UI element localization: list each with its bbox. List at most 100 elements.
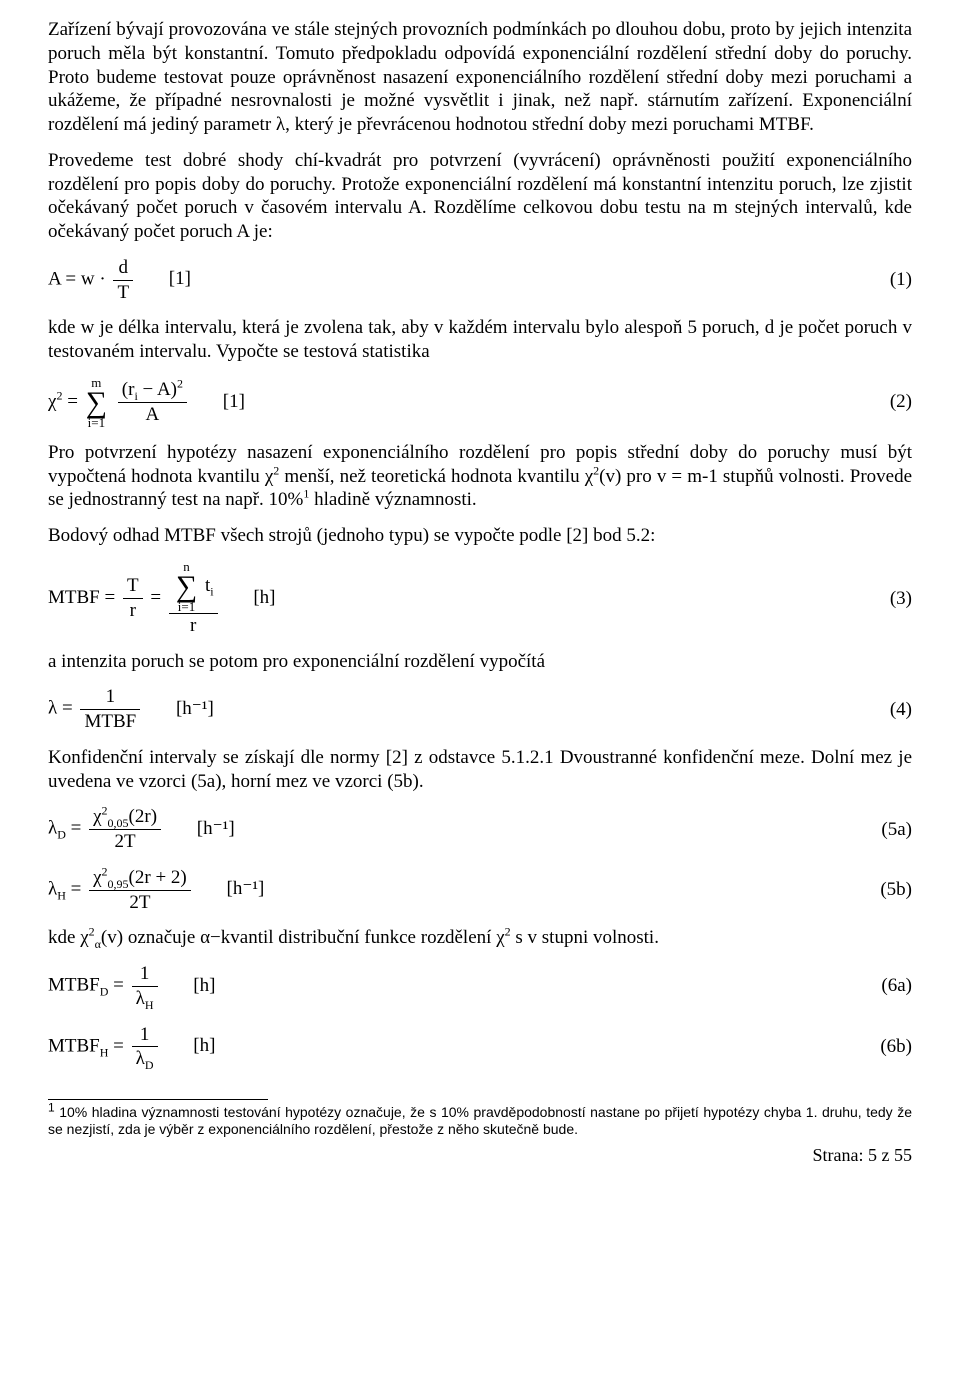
sigma-icon: ∑ (176, 573, 197, 600)
eq3-label: (3) (890, 587, 912, 611)
eq6b-unit: [h] (193, 1035, 215, 1056)
equation-4: λ = 1 MTBF [h⁻¹] (4) (48, 685, 912, 734)
eq6b-den-sub: D (145, 1058, 154, 1072)
eq5b-eq: = (71, 878, 86, 899)
eq4-unit: [h⁻¹] (176, 698, 214, 719)
equation-6a: MTBFD = 1 λH [h] (6a) (48, 962, 912, 1011)
eq6a-lhs-sub: D (100, 984, 109, 998)
eq6a-lhs-pre: MTBF (48, 975, 100, 996)
equation-1: A = w · d T [1] (1) (48, 256, 912, 305)
eq6a-unit: [h] (193, 975, 215, 996)
equation-5a: λD = χ20,05(2r) 2T [h⁻¹] (5a) (48, 805, 912, 854)
eq3-sum: n ∑ i=1 (176, 560, 197, 613)
eq5a-eq: = (71, 818, 86, 839)
footnote-divider (48, 1099, 268, 1100)
eq6b-lhs-sub: H (100, 1045, 109, 1059)
eq6b-den-pre: λ (136, 1048, 145, 1069)
footnote-ref-1: 1 (303, 487, 309, 501)
paragraph-3: kde w je délka intervalu, která je zvole… (48, 316, 912, 364)
eq3-frac1: T r (123, 574, 143, 623)
eq4-label: (4) (890, 698, 912, 722)
eq2-frac: (ri − A)2 A (118, 378, 187, 427)
eq3-f1-num: T (123, 574, 143, 598)
paragraph-4: Pro potvrzení hypotézy nasazení exponenc… (48, 441, 912, 512)
eq2-num-r: − A) (138, 379, 177, 400)
eq6a-frac: 1 λH (132, 962, 158, 1011)
p8b: označuje α−kvantil distribuční funkce ro… (128, 927, 496, 948)
eq6b-frac: 1 λD (132, 1023, 158, 1072)
eq1-label: (1) (890, 268, 912, 292)
p8c: s v stupni volnosti. (515, 927, 659, 948)
paragraph-5: Bodový odhad MTBF všech strojů (jednoho … (48, 524, 912, 548)
page: Zařízení bývají provozována ve stále ste… (0, 0, 960, 1398)
eq6b-num: 1 (132, 1023, 158, 1047)
equation-2: χ2 = m ∑ i=1 (ri − A)2 A [1] (2) (48, 376, 912, 429)
inline-chi2v: χ (585, 466, 593, 487)
eq2-num-l: (r (122, 379, 135, 400)
eq6a-label: (6a) (881, 974, 912, 998)
footnote-1: 1 10% hladina významnosti testování hypo… (48, 1104, 912, 1138)
p4d: hladině významnosti. (314, 489, 477, 510)
eq5a-num-post: (2r) (129, 806, 157, 827)
eq5b-lhs-pre: λ (48, 878, 57, 899)
eq6a-den-pre: λ (136, 988, 145, 1009)
inline-chi2a-post: (v) (101, 927, 123, 948)
eq2-label: (2) (890, 390, 912, 414)
eq5b-unit: [h⁻¹] (227, 878, 265, 899)
eq6b-lhs-pre: MTBF (48, 1035, 100, 1056)
paragraph-1: Zařízení bývají provozována ve stále ste… (48, 18, 912, 137)
eq3-unit: [h] (253, 587, 275, 608)
eq1-lhs: A = w · (48, 268, 106, 289)
eq4-den: MTBF (80, 709, 140, 734)
eq5a-label: (5a) (881, 818, 912, 842)
eq2-sum: m ∑ i=1 (86, 376, 107, 429)
eq5a-frac: χ20,05(2r) 2T (89, 805, 161, 854)
inline-chi2s-sup: 2 (505, 925, 511, 939)
footnote-text: 10% hladina významnosti testování hypoté… (48, 1104, 912, 1137)
eq2-num-sup: 2 (177, 377, 183, 391)
eq6a-eq: = (113, 975, 128, 996)
eq3-lhs: MTBF = (48, 587, 120, 608)
eq3-sum-bot: i=1 (176, 600, 197, 613)
page-number: Strana: 5 z 55 (48, 1144, 912, 1167)
eq2-den: A (118, 402, 187, 427)
eq1-unit: [1] (169, 268, 191, 289)
eq3-mid: = (150, 587, 165, 608)
eq1-den: T (113, 280, 133, 305)
eq5a-den: 2T (89, 829, 161, 854)
equation-3: MTBF = T r = n ∑ i=1 ti r [h] (3) (48, 560, 912, 638)
eq5a-num-sub: 0,05 (108, 816, 129, 830)
eq5a-lhs-sub: D (57, 828, 66, 842)
inline-chi2a: χ (80, 927, 88, 948)
eq2-chi-sup: 2 (56, 388, 62, 402)
paragraph-8: kde χ2α(v) označuje α−kvantil distribučn… (48, 926, 912, 950)
eq5a-lhs-pre: λ (48, 818, 57, 839)
eq3-frac2: n ∑ i=1 ti r (169, 560, 218, 638)
eq5b-lhs-sub: H (57, 888, 66, 902)
paragraph-7: Konfidenční intervaly se získají dle nor… (48, 746, 912, 794)
eq6a-den-sub: H (145, 998, 154, 1012)
eq3-f1-den: r (123, 598, 143, 623)
eq2-eq: = (67, 391, 82, 412)
inline-chi2s: χ (496, 927, 504, 948)
eq6b-label: (6b) (880, 1035, 912, 1059)
eq3-f2-den: r (169, 613, 218, 638)
eq1-num: d (113, 256, 133, 280)
eq4-frac: 1 MTBF (80, 685, 140, 734)
eq4-lhs: λ = (48, 698, 77, 719)
inline-chi2-sup: 2 (273, 463, 279, 477)
paragraph-6: a intenzita poruch se potom pro exponenc… (48, 650, 912, 674)
eq5b-frac: χ20,95(2r + 2) 2T (89, 866, 191, 915)
eq6a-num: 1 (132, 962, 158, 986)
p8a: kde (48, 927, 80, 948)
sigma-icon: ∑ (86, 389, 107, 416)
eq2-sum-bot: i=1 (86, 416, 107, 429)
eq1-frac: d T (113, 256, 133, 305)
paragraph-2: Provedeme test dobré shody chí-kvadrát p… (48, 149, 912, 244)
equation-6b: MTBFH = 1 λD [h] (6b) (48, 1023, 912, 1072)
eq4-num: 1 (80, 685, 140, 709)
eq5b-den: 2T (89, 890, 191, 915)
eq5b-num-pre: χ (93, 867, 101, 888)
eq5b-num-post: (2r + 2) (129, 867, 187, 888)
p4b: menší, než teoretická hodnota kvantilu (284, 466, 584, 487)
